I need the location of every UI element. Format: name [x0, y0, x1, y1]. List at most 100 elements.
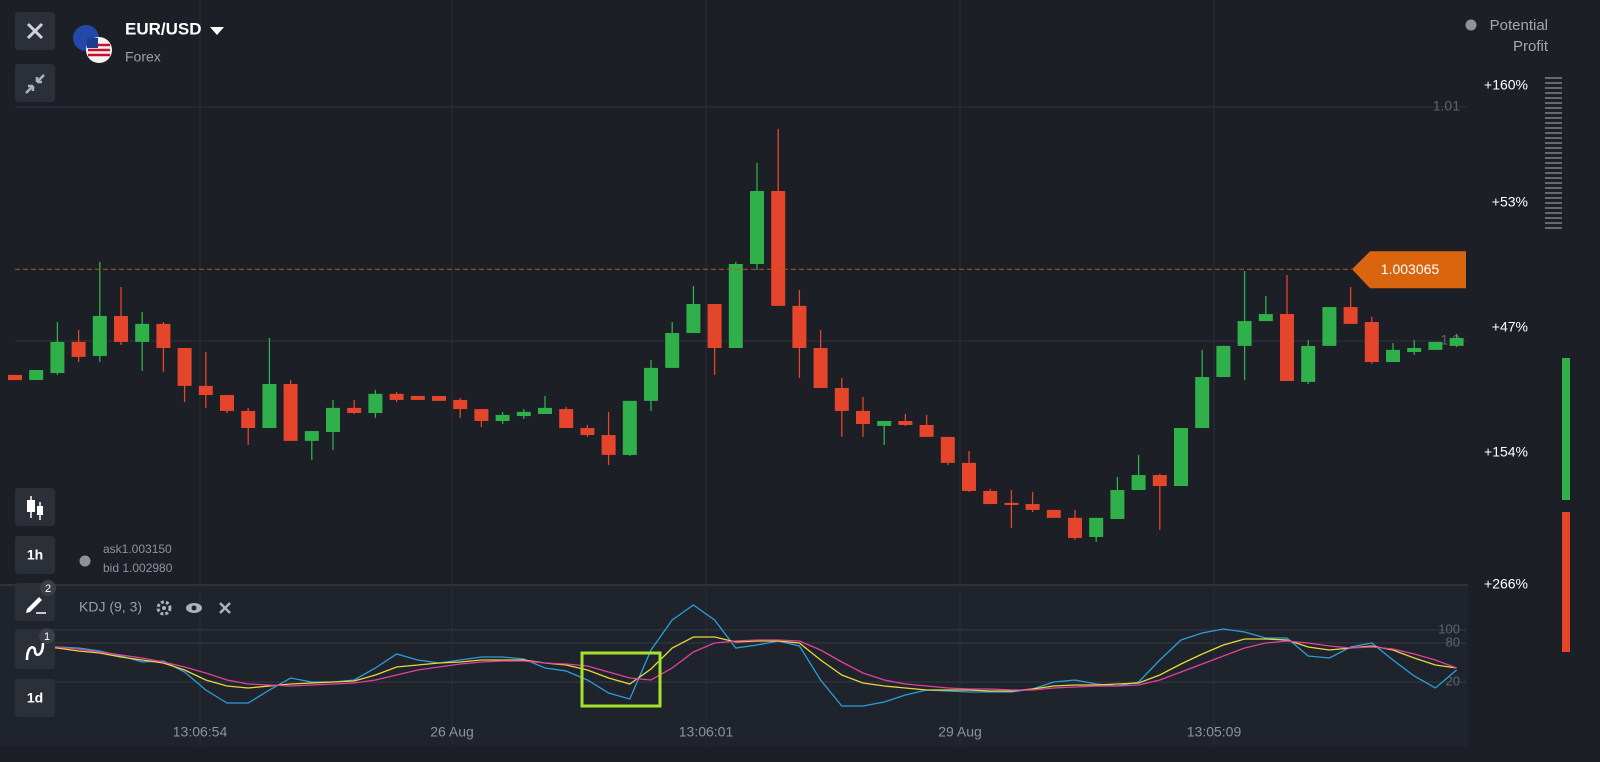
- candle-body: [601, 435, 616, 455]
- remove-indicator[interactable]: [219, 602, 231, 614]
- kdj-line: [15, 639, 1457, 691]
- put-bar[interactable]: [1562, 512, 1570, 652]
- candle-body: [962, 462, 976, 491]
- candle-body: [156, 323, 171, 349]
- candle-body: [1216, 345, 1231, 378]
- candle-body: [1174, 428, 1188, 487]
- candle-body: [347, 407, 362, 414]
- help-icon[interactable]: [1465, 19, 1477, 31]
- candle-body: [1152, 475, 1167, 487]
- candle-body: [1004, 502, 1019, 505]
- candle-body: [1237, 321, 1252, 346]
- settings-icon[interactable]: [156, 600, 172, 616]
- indicator-panel: [0, 585, 1468, 747]
- call-bar[interactable]: [1562, 358, 1570, 500]
- period-label: 1d: [27, 690, 43, 706]
- candle-body: [29, 369, 44, 381]
- candle-body: [898, 420, 913, 425]
- candle-body: [919, 424, 934, 437]
- candle-body: [1343, 307, 1358, 324]
- candle-body: [304, 431, 319, 441]
- candle-body: [1428, 341, 1443, 350]
- price-tag-label: 1.003065: [1381, 261, 1440, 277]
- candle-body: [1110, 490, 1125, 520]
- indicator-title: KDJ (9, 3): [79, 599, 142, 615]
- chart-type-button[interactable]: [15, 488, 55, 526]
- period-button[interactable]: 1d: [15, 679, 55, 717]
- candle-body: [686, 304, 701, 334]
- candle-body: [326, 407, 340, 432]
- candle-body: [71, 341, 86, 357]
- x-tick-label: 13:06:01: [679, 724, 734, 740]
- candle-body: [220, 395, 234, 411]
- candle-body: [1301, 345, 1316, 382]
- candle-body: [856, 410, 870, 425]
- candle-body: [1449, 337, 1464, 346]
- candle-body: [750, 191, 764, 265]
- candle-body: [50, 341, 65, 374]
- profit-level: +47%: [1492, 319, 1528, 335]
- candle-body: [262, 384, 277, 429]
- indicator-button[interactable]: 1: [15, 628, 55, 669]
- profit-title: Potential: [1490, 17, 1548, 34]
- profit-level: +154%: [1484, 444, 1528, 460]
- candle-body: [1386, 349, 1400, 363]
- x-tick-label: 13:05:09: [1187, 724, 1242, 740]
- candle-body: [1258, 314, 1273, 322]
- y-tick-label: 100: [1438, 621, 1460, 636]
- candle-body: [622, 400, 637, 455]
- candle-body: [1195, 377, 1210, 429]
- x-tick-label: 26 Aug: [430, 724, 474, 740]
- candle-body: [432, 395, 446, 401]
- profit-level: +53%: [1492, 194, 1528, 210]
- candle-body: [1364, 322, 1379, 363]
- candle-body: [1089, 517, 1104, 538]
- timeframe-button[interactable]: 1h: [15, 536, 55, 574]
- candle-body: [644, 367, 658, 401]
- candle-body: [177, 348, 192, 386]
- candle-body: [516, 411, 531, 417]
- candle-body: [580, 428, 595, 436]
- candle-body: [559, 409, 574, 429]
- candle-body: [1025, 504, 1040, 510]
- candle-body: [368, 393, 383, 414]
- asset-dropdown[interactable]: [210, 27, 224, 35]
- badge: 1: [44, 631, 50, 643]
- candle-body: [538, 407, 552, 414]
- asset-symbol[interactable]: EUR/USD: [125, 19, 202, 38]
- profit-ladder: [1545, 77, 1562, 229]
- bid-price: bid 1.002980: [103, 561, 173, 575]
- candle-body: [983, 490, 998, 505]
- drawing-button[interactable]: 2: [15, 580, 56, 621]
- timeframe-label: 1h: [27, 547, 43, 563]
- profit-level: +266%: [1484, 576, 1528, 592]
- profit-title: Profit: [1513, 38, 1549, 55]
- candle-body: [1131, 475, 1146, 491]
- x-tick-label: 13:06:54: [173, 724, 228, 740]
- help-icon[interactable]: [79, 555, 91, 567]
- kdj-line: [15, 636, 1457, 692]
- candle-body: [135, 323, 150, 342]
- candle-body: [771, 191, 786, 306]
- visibility-icon[interactable]: [186, 603, 202, 613]
- candle-body: [389, 393, 404, 400]
- candle-body: [8, 374, 22, 381]
- candle-body: [198, 385, 213, 396]
- minimize-button[interactable]: [15, 64, 55, 102]
- candle-body: [1046, 509, 1061, 518]
- candle-body: [283, 384, 298, 441]
- kdj-line: [14, 604, 1458, 707]
- y-tick-label: 80: [1446, 634, 1460, 649]
- price-tag: [1352, 251, 1466, 289]
- candle-body: [1280, 314, 1294, 381]
- x-tick-label: 29 Aug: [938, 724, 982, 740]
- close-button[interactable]: [15, 12, 55, 50]
- candle-body: [495, 414, 510, 421]
- grid: [15, 0, 1466, 745]
- candle-body: [474, 409, 489, 421]
- candle-body: [665, 333, 680, 368]
- candle-body: [940, 436, 955, 463]
